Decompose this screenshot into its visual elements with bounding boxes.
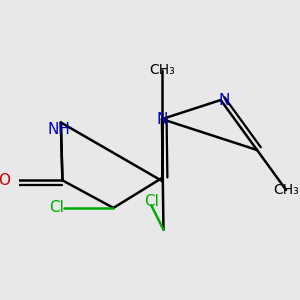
Text: CH₃: CH₃	[149, 63, 175, 77]
Text: Cl: Cl	[144, 194, 159, 209]
Text: O: O	[0, 173, 11, 188]
Text: Cl: Cl	[49, 200, 64, 215]
Text: NH: NH	[47, 122, 70, 137]
Text: N: N	[219, 92, 230, 107]
Text: CH₃: CH₃	[273, 183, 299, 197]
Text: N: N	[156, 112, 168, 127]
